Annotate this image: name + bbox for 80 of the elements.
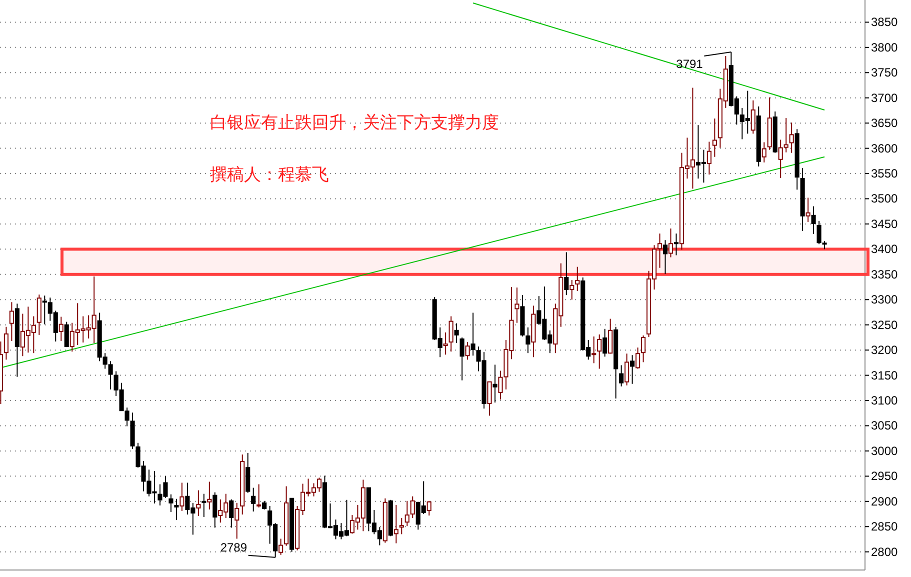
candlestick xyxy=(470,312,476,356)
candlestick xyxy=(448,316,454,352)
y-tick-label: 3550 xyxy=(871,166,898,181)
candlestick xyxy=(668,228,674,258)
candlestick xyxy=(256,484,262,508)
y-tick-label: 2950 xyxy=(871,469,898,484)
candlestick xyxy=(460,336,464,381)
candlestick xyxy=(492,364,498,404)
candlestick xyxy=(789,122,794,154)
y-tick-label: 3650 xyxy=(871,116,898,130)
candlestick xyxy=(229,498,234,528)
y-tick-label: 3200 xyxy=(871,343,898,358)
candlestick xyxy=(443,332,448,356)
candlestick xyxy=(246,452,250,494)
candlestick xyxy=(662,240,668,274)
candlestick xyxy=(570,279,574,300)
candlestick xyxy=(750,100,756,134)
y-tick-label: 3250 xyxy=(871,318,898,332)
candlestick xyxy=(575,266,580,292)
candlestick xyxy=(619,364,624,387)
candlestick xyxy=(399,518,404,535)
y-tick-label: 3100 xyxy=(871,394,898,408)
annotation: 3791 xyxy=(676,56,704,71)
candlestick xyxy=(278,538,284,556)
candlestick xyxy=(394,504,398,544)
annotation: 撰稿人：程慕飞 xyxy=(210,165,329,184)
candlestick xyxy=(514,287,520,324)
y-tick-label: 3850 xyxy=(871,15,898,30)
candlestick xyxy=(641,334,646,363)
candlestick xyxy=(234,502,240,540)
candlestick xyxy=(9,302,14,342)
y-tick-label: 3750 xyxy=(871,66,898,80)
y-tick-label: 3350 xyxy=(871,267,898,282)
candlestick xyxy=(487,381,492,416)
candlestick xyxy=(64,321,69,348)
candlestick xyxy=(608,318,613,354)
candlestick xyxy=(564,252,569,296)
candlestick xyxy=(174,498,179,521)
candlestick xyxy=(706,141,712,176)
candlestick xyxy=(674,233,679,256)
candlestick xyxy=(454,322,459,344)
candlestick xyxy=(4,326,8,360)
candlestick xyxy=(426,500,432,516)
y-tick-label: 3700 xyxy=(871,90,898,105)
y-tick-label: 2850 xyxy=(871,520,898,534)
y-tick-label: 3500 xyxy=(871,192,898,206)
y-tick-label: 3600 xyxy=(871,141,898,156)
y-tick-label: 2900 xyxy=(871,494,898,508)
candlestick xyxy=(196,490,201,517)
candlestick xyxy=(202,493,206,518)
candlestick xyxy=(712,118,717,158)
candlestick xyxy=(602,328,608,358)
candlestick xyxy=(168,494,174,512)
candlestick xyxy=(624,353,630,386)
y-tick-label: 3800 xyxy=(871,40,898,54)
candlestick xyxy=(597,334,602,370)
candlestick xyxy=(410,496,415,519)
candlestick xyxy=(58,316,64,342)
candlestick xyxy=(806,197,810,222)
candlestick xyxy=(465,342,470,360)
y-tick-label: 3150 xyxy=(871,368,898,382)
y-tick-label: 2800 xyxy=(871,544,898,559)
candlestick xyxy=(526,326,530,354)
candlestick xyxy=(592,336,596,364)
candlestick xyxy=(212,492,218,528)
candlestick xyxy=(811,206,816,235)
y-tick-label: 3450 xyxy=(871,216,898,231)
y-tick-label: 3400 xyxy=(871,242,898,256)
annotation: 白银应有止跌回升，关注下方支撑力度 xyxy=(210,113,499,132)
annotation: 2789 xyxy=(220,540,248,554)
candlestick xyxy=(207,481,212,510)
y-tick-label: 3000 xyxy=(871,444,898,458)
candlestick xyxy=(762,142,766,163)
y-tick-label: 3050 xyxy=(871,418,898,433)
y-tick-label: 3300 xyxy=(871,292,898,307)
candlestick xyxy=(636,347,640,370)
candlestick xyxy=(251,487,256,512)
candlestick xyxy=(180,482,184,512)
candlestick xyxy=(404,500,410,527)
candlestick xyxy=(630,354,635,384)
